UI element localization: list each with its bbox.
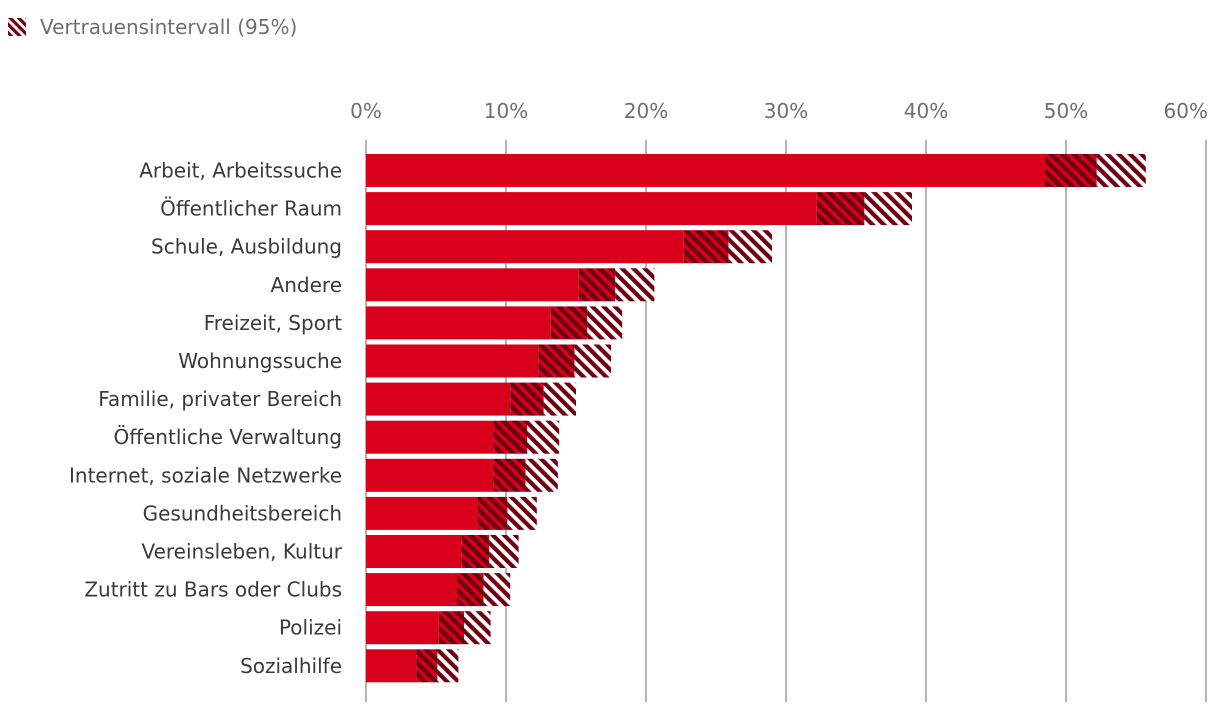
ci-lower-band: [493, 420, 527, 454]
ci-upper-band: [615, 268, 655, 302]
category-label: Gesundheitsbereich: [143, 501, 342, 525]
x-tick-label: 60%: [1164, 99, 1208, 123]
bar: [366, 154, 1045, 187]
ci-lower-band: [416, 649, 438, 683]
ci-upper-band: [527, 420, 560, 454]
ci-upper-band: [574, 344, 611, 378]
category-labels: Arbeit, Arbeitssuche Öffentlicher Raum Sch…: [69, 159, 343, 678]
ci-lower-band: [816, 192, 865, 226]
ci-lower-band: [1045, 154, 1097, 187]
category-label: Internet, soziale Netzwerke: [69, 463, 342, 487]
ci-upper-band: [587, 306, 623, 340]
x-tick-label: 10%: [484, 99, 528, 123]
hatch-swatch-icon: [8, 18, 26, 36]
bar: [366, 458, 494, 492]
legend-label: Vertrauensintervall (95%): [40, 15, 298, 39]
ci-lower-band: [510, 382, 544, 416]
x-tick-label: 40%: [904, 99, 948, 123]
ci-lower-band: [538, 344, 575, 378]
category-label: Vereinsleben, Kultur: [141, 540, 342, 564]
ci-lower-band: [478, 496, 508, 530]
ci-lower-band: [683, 230, 729, 264]
ci-upper-band: [489, 535, 519, 568]
bar: [366, 611, 439, 645]
bar: [366, 268, 579, 302]
bar: [366, 230, 684, 264]
category-label: Sozialhilfe: [240, 654, 342, 678]
ci-upper-band: [507, 496, 537, 530]
bar: [366, 649, 417, 683]
bars: [366, 154, 1146, 683]
legend: Vertrauensintervall (95%): [8, 12, 297, 42]
ci-lower-band: [550, 306, 588, 340]
bar: [366, 382, 511, 416]
category-label: Familie, privater Bereich: [98, 387, 342, 411]
ci-upper-band: [437, 649, 459, 683]
bar: [366, 306, 551, 340]
x-tick-label: 20%: [624, 99, 668, 123]
x-tick-label: 50%: [1044, 99, 1088, 123]
ci-upper-band: [864, 192, 912, 226]
category-label: Polizei: [279, 616, 342, 640]
category-label: Zutritt zu Bars oder Clubs: [84, 578, 342, 602]
ci-upper-band: [543, 382, 576, 416]
x-axis-ticks: 0% 10% 20% 30% 40% 50% 60%: [350, 99, 1208, 123]
category-label: Arbeit, Arbeitssuche: [139, 159, 342, 183]
bar: [366, 496, 478, 530]
bar: [366, 344, 539, 378]
ci-lower-band: [461, 535, 490, 568]
category-label: Öffentlicher Raum: [160, 197, 342, 221]
bar: [366, 535, 462, 568]
ci-lower-band: [438, 611, 464, 645]
ci-lower-band: [493, 458, 526, 492]
ci-upper-band: [728, 230, 772, 264]
category-label: Schule, Ausbildung: [151, 235, 342, 259]
category-label: Andere: [271, 273, 342, 297]
ci-lower-band: [578, 268, 616, 302]
category-label: Freizeit, Sport: [204, 311, 342, 335]
ci-upper-band: [1096, 154, 1146, 187]
category-label: Öffentliche Verwaltung: [113, 425, 342, 449]
ci-upper-band: [464, 611, 491, 645]
x-tick-label: 30%: [764, 99, 808, 123]
bar: [366, 420, 494, 454]
category-label: Wohnungssuche: [178, 349, 342, 373]
ci-lower-band: [457, 573, 484, 607]
bar: [366, 192, 817, 226]
x-tick-label: 0%: [350, 99, 382, 123]
ci-upper-band: [525, 458, 558, 492]
bar: [366, 573, 457, 607]
ci-upper-band: [483, 573, 511, 607]
